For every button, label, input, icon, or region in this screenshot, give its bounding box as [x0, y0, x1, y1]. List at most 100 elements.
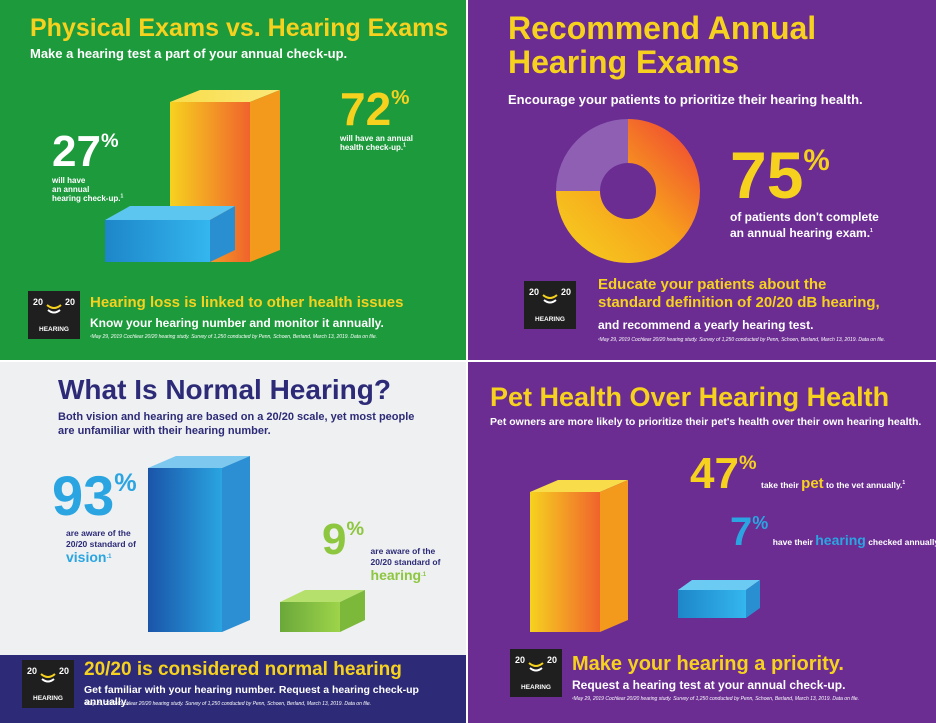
- donut-chart: [556, 119, 700, 263]
- stat-percent: %: [346, 518, 365, 541]
- footnote: ¹May 29, 2019 Cochlear 20/20 hearing stu…: [598, 337, 886, 343]
- logo-left-number: 20: [27, 666, 38, 676]
- panel-physical-vs-hearing: Physical Exams vs. Hearing Exams Make a …: [0, 0, 466, 360]
- logo-word: HEARING: [521, 684, 551, 691]
- logo-right-number: 20: [560, 287, 571, 297]
- horizontal-divider: [0, 360, 936, 362]
- logo-word: HEARING: [39, 326, 69, 333]
- logo-left-number: 20: [529, 287, 540, 297]
- logo-word: HEARING: [535, 316, 565, 323]
- headline: 20/20 is considered normal hearing: [84, 659, 402, 680]
- footer-band: [0, 655, 466, 723]
- hearing-2020-logo: 20 20 HEARING: [28, 291, 80, 339]
- footnote-ref: .1: [106, 554, 112, 561]
- panel-normal-hearing: What Is Normal Hearing? Both vision and …: [0, 362, 466, 723]
- headline: Hearing loss is linked to other health i…: [90, 294, 404, 311]
- hearing-check-bar: [678, 580, 760, 618]
- subtitle-line-1: Both vision and hearing are based on a 2…: [58, 411, 415, 423]
- logo-word: HEARING: [33, 695, 63, 702]
- stat-text-2: checked annually.: [868, 537, 936, 547]
- stat-percent: %: [752, 513, 769, 534]
- donut-segment-incomplete: [556, 119, 700, 263]
- panel-title: Pet Health Over Hearing Health: [490, 382, 890, 412]
- bar-chart-3d: [148, 456, 365, 632]
- stat-text-1: are aware of the: [370, 546, 436, 556]
- stat-percent: %: [803, 143, 830, 177]
- stat-text-2: an annual: [52, 185, 90, 195]
- subtitle-line-2: are unfamiliar with their hearing number…: [58, 425, 271, 438]
- stat-text-2: health check-up.: [340, 143, 404, 153]
- stat-hearing-awareness: 9% are aware of the 20/20 standard of he…: [322, 518, 440, 585]
- logo-left-number: 20: [515, 655, 526, 665]
- headline: Educate your patients about the standard…: [598, 276, 880, 312]
- hearing-2020-logo: 20 20 HEARING: [524, 281, 576, 329]
- stat-vision-awareness: 93% are aware of the 20/20 standard of v…: [52, 468, 137, 567]
- stat-value: 27: [52, 127, 101, 176]
- stat-value: 72: [340, 83, 392, 135]
- panel-pet-health: Pet Health Over Hearing Health Pet owner…: [468, 362, 936, 723]
- hearing-2020-logo: 20 20 HEARING: [22, 660, 74, 708]
- stat-text-2: 20/20 standard of: [370, 556, 441, 567]
- stat-text-3: hearing check-up.: [52, 194, 121, 204]
- stat-value: 7: [730, 510, 753, 554]
- panel-title: What Is Normal Hearing?: [58, 374, 391, 405]
- bar-chart-3d: [105, 90, 280, 262]
- hearing-exam-bar: [105, 206, 235, 262]
- stat-value: 47: [690, 449, 739, 498]
- stat-text-1: will have an annual: [340, 134, 413, 143]
- tagline: Request a hearing test at your annual ch…: [572, 678, 846, 692]
- footnote-ref: 1: [120, 193, 124, 200]
- stat-word: pet: [801, 475, 824, 492]
- stat-word: hearing: [370, 567, 422, 584]
- vision-awareness-bar: [148, 456, 250, 632]
- sound-waves-icon: [40, 673, 56, 683]
- stat-percent: %: [100, 130, 119, 153]
- panel-subtitle: Both vision and hearing are based on a 2…: [58, 410, 414, 439]
- sound-waves-icon: [542, 294, 558, 304]
- title-line-1: Recommend Annual: [508, 10, 817, 46]
- panel-title: Recommend Annual Hearing Exams: [508, 10, 817, 80]
- bar-chart-3d: [530, 480, 760, 632]
- stat-word: vision: [66, 549, 107, 566]
- stat-text-2: an annual hearing exam.: [730, 225, 871, 240]
- tagline: Get familiar with your hearing number. R…: [84, 684, 419, 708]
- stat-text-1: take their: [761, 480, 799, 490]
- panel-subtitle: Make a hearing test a part of your annua…: [30, 46, 348, 61]
- logo-right-number: 20: [64, 297, 75, 307]
- logo-right-number: 20: [546, 655, 557, 665]
- stat-value: 93: [52, 464, 115, 527]
- hearing-2020-logo: 20 20 HEARING: [510, 649, 562, 697]
- stat-hearing-checked: 7% have their hearing checked annually.1: [730, 512, 936, 552]
- footnote: ¹May 29, 2019 Cochlear 20/20 hearing stu…: [84, 701, 372, 707]
- logo-right-number: 20: [58, 666, 69, 676]
- footnote: ¹May 29, 2019 Cochlear 20/20 hearing stu…: [90, 334, 378, 340]
- stat-percent: %: [391, 86, 410, 110]
- hearing-awareness-bar: [280, 590, 365, 632]
- footnote-ref: 1: [870, 227, 873, 234]
- stat-percent: %: [738, 452, 757, 475]
- stat-pet-vet: 47% take their pet to the vet annually.1: [690, 452, 905, 496]
- stat-text-1: will have: [52, 176, 86, 185]
- donut-segment-complete: [556, 119, 628, 191]
- sound-waves-icon: [528, 662, 544, 672]
- panel-subtitle: Encourage your patients to prioritize th…: [508, 92, 863, 107]
- sound-waves-icon: [46, 304, 62, 314]
- stat-text-1: are aware of the: [66, 528, 131, 538]
- stat-incomplete-exam: 75% of patients don't complete an annual…: [730, 142, 879, 241]
- footnote-ref: 1: [902, 480, 906, 487]
- headline-line-2: standard definition of 20/20 dB hearing,: [598, 294, 880, 311]
- stat-text-1: have their: [772, 537, 813, 547]
- panel-recommend-annual: Recommend Annual Hearing Exams Encourage…: [468, 0, 936, 360]
- stat-value: 75: [730, 138, 804, 212]
- stat-hearing-checkup: 27% will have an annual hearing check-up…: [52, 130, 123, 204]
- stat-text-2: to the vet annually.: [826, 480, 903, 490]
- stat-percent: %: [114, 469, 137, 498]
- panel-subtitle: Pet owners are more likely to prioritize…: [490, 416, 922, 428]
- footnote-ref: .1: [421, 572, 427, 579]
- stat-value: 9: [322, 515, 347, 564]
- stat-health-checkup: 72% will have an annual health check-up.…: [340, 86, 413, 152]
- stat-text-1: of patients don't complete: [730, 210, 879, 224]
- title-line-2: Hearing Exams: [508, 43, 740, 80]
- stat-word: hearing: [815, 532, 866, 548]
- pet-vet-bar: [530, 480, 628, 632]
